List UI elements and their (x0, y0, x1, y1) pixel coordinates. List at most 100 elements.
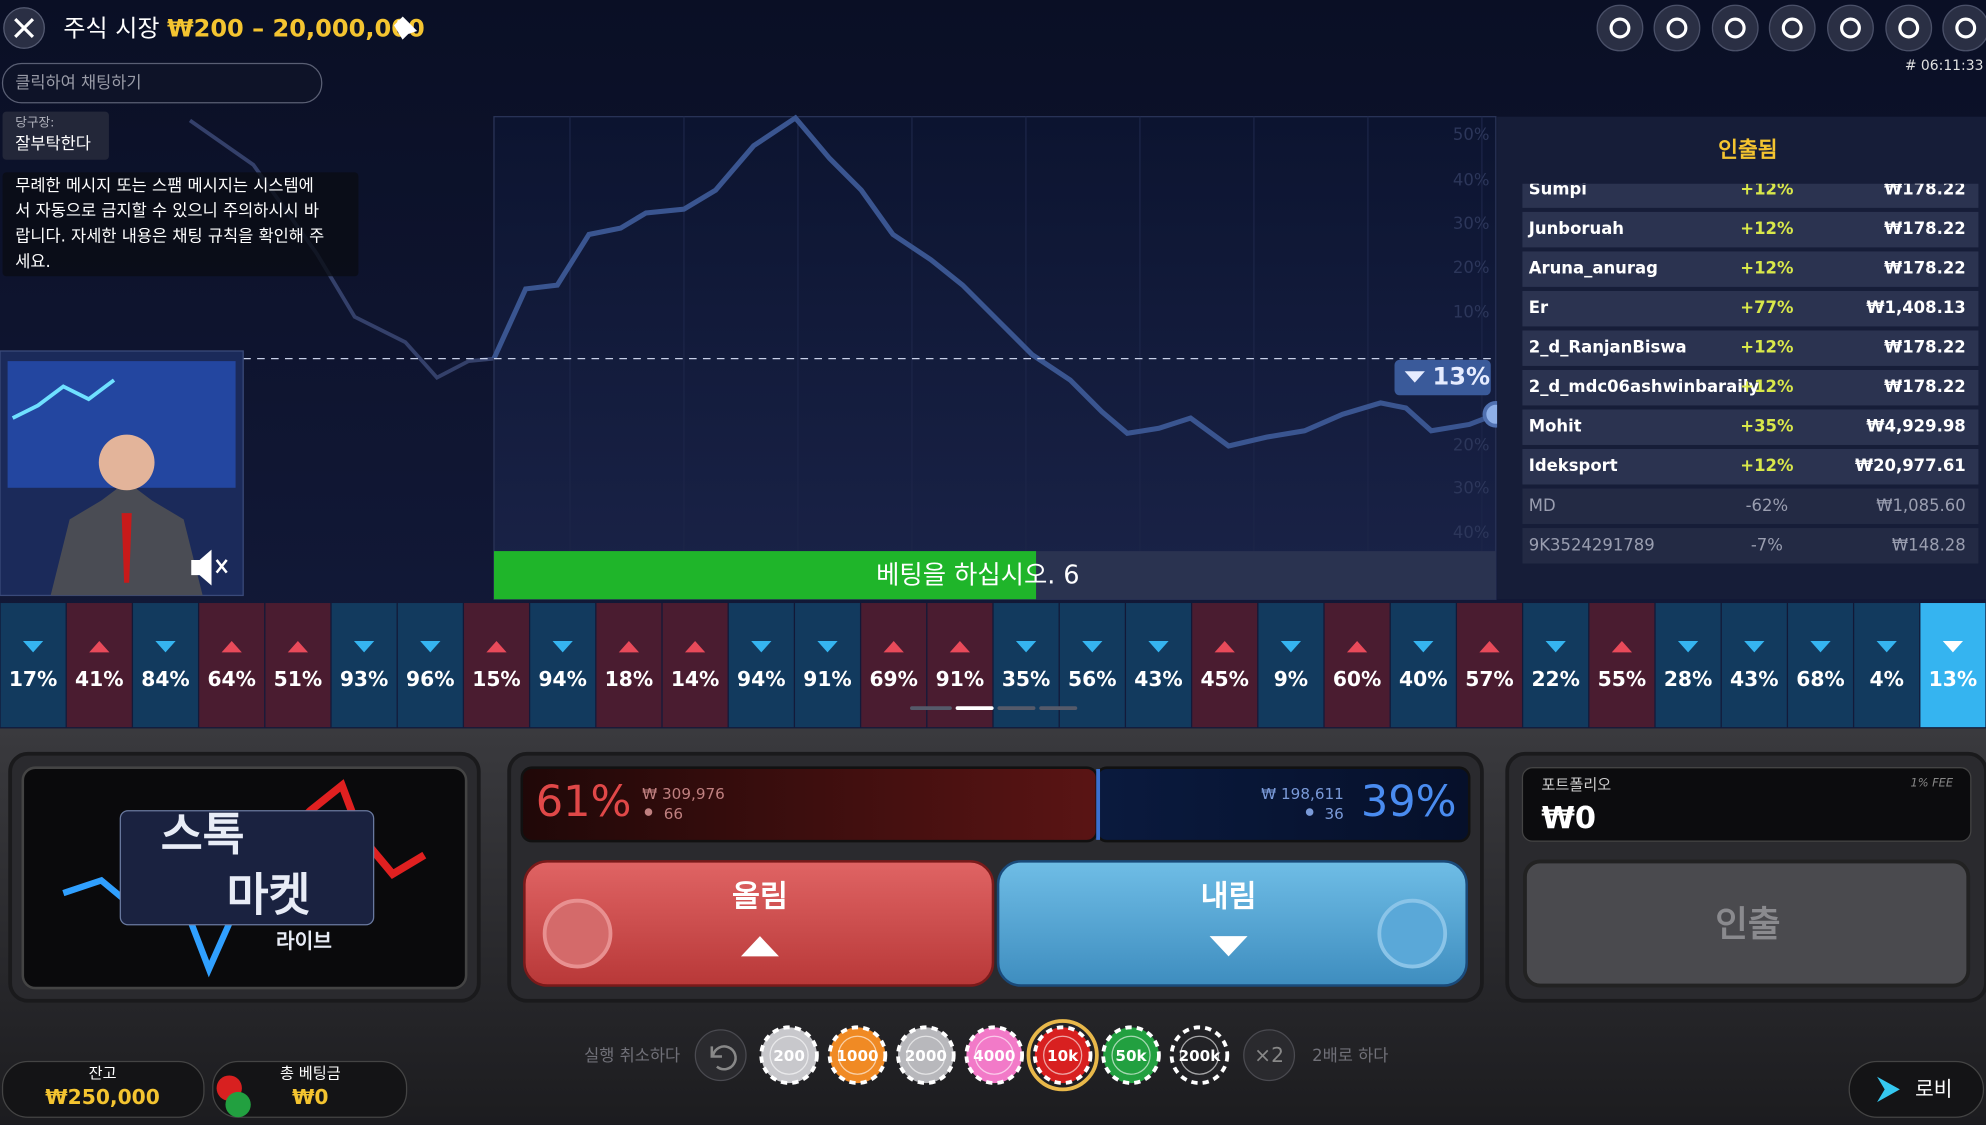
history-value: 60% (1333, 667, 1381, 691)
player-change: +77% (1740, 298, 1793, 317)
history-cell (1788, 603, 1853, 728)
history-value: 22% (1531, 667, 1579, 691)
history-cell (66, 603, 132, 728)
history-value: 43% (1730, 667, 1778, 691)
up-arrow (1611, 641, 1633, 653)
chip-center (906, 1035, 946, 1075)
withdrawn-row (1522, 528, 1979, 564)
toolbar-icon (1955, 17, 1977, 39)
down-players: 36 (1325, 805, 1344, 823)
history-value: 55% (1598, 667, 1646, 691)
history-cell (1324, 603, 1390, 728)
pin-icon[interactable] (393, 16, 418, 40)
history-value: 91% (936, 667, 984, 691)
up-arrow (618, 641, 640, 653)
down-arrow (1810, 641, 1831, 653)
toolbar-button[interactable] (1768, 4, 1816, 52)
down-arrow (751, 641, 772, 653)
axis-label: 50% (1453, 125, 1490, 144)
chip-center (769, 1035, 809, 1075)
player-change: +12% (1740, 219, 1793, 238)
toolbar-button[interactable] (1711, 4, 1759, 52)
player-name: Ideksport (1529, 456, 1618, 475)
chip-label: 200k (1179, 1047, 1222, 1065)
toolbar-icon (1666, 17, 1688, 39)
up-arrow (949, 641, 971, 653)
axis-label: 30% (1453, 214, 1490, 233)
chip-center (974, 1035, 1014, 1075)
player-change: +12% (1740, 377, 1793, 396)
lobby-button[interactable] (1848, 1060, 1985, 1118)
player-name: 2_d_RanjanBiswa (1529, 338, 1687, 357)
double-label: 2배로 하다 (1312, 1046, 1388, 1065)
up-arrow (221, 641, 242, 653)
undo-button[interactable] (694, 1029, 747, 1082)
up-label: 올림 (732, 880, 788, 915)
withdrawn-title: 인출됨 (1718, 138, 1777, 163)
toolbar-button[interactable] (1596, 4, 1644, 52)
chip-label: 50k (1115, 1047, 1147, 1065)
cashout-button[interactable] (1523, 859, 1971, 988)
history-cell (1721, 603, 1787, 728)
up-button[interactable] (523, 860, 995, 987)
history-value: 17% (9, 667, 57, 691)
history-value: 69% (869, 667, 917, 691)
countdown: 베팅을 하십시오. 6 (876, 559, 1079, 589)
axis-label: 40% (1453, 523, 1490, 542)
down-arrow (1015, 641, 1037, 653)
player-amount: ₩178.22 (1884, 180, 1966, 199)
history-cell (265, 603, 331, 728)
history-cell (0, 603, 66, 728)
close-icon (14, 18, 35, 38)
player-change: +12% (1740, 180, 1793, 199)
history-cell (662, 603, 728, 728)
history-value: 45% (1200, 667, 1248, 691)
history-value: 93% (340, 667, 388, 691)
down-arrow (22, 641, 44, 653)
down-label: 내림 (1201, 880, 1257, 915)
withdrawn-row (1522, 449, 1979, 485)
toolbar-button[interactable] (1653, 4, 1701, 52)
player-name: Junboruah (1528, 219, 1624, 238)
history-cell (596, 603, 662, 728)
down-arrow (552, 641, 573, 653)
chat-input[interactable] (1, 62, 323, 104)
down-arrow (1148, 641, 1169, 653)
withdrawn-row (1522, 251, 1979, 287)
chat-placeholder: 클릭하여 채팅하기 (15, 73, 141, 92)
toolbar-button[interactable] (1885, 4, 1933, 52)
toolbar-button[interactable] (1827, 4, 1874, 52)
history-value: 13% (1929, 667, 1977, 691)
title: 주식 시장 ₩200 – 20,000,000 (63, 14, 424, 42)
history-value: 41% (75, 667, 123, 691)
withdrawn-row (1522, 369, 1979, 406)
cashout-label: 인출 (1715, 904, 1780, 945)
player-amount: ₩20,977.61 (1855, 456, 1966, 475)
history-value: 68% (1796, 667, 1844, 691)
chat-user: 당구장: (15, 114, 54, 129)
up-arrow (486, 641, 507, 653)
double-button[interactable] (1243, 1029, 1296, 1082)
mute-icon[interactable] (191, 549, 228, 586)
axis-label: 10% (1453, 302, 1490, 321)
total-bet-chip (225, 1091, 251, 1118)
lobby-label: 로비 (1915, 1077, 1952, 1101)
chip-label: 10k (1047, 1047, 1079, 1065)
down-arrow (1545, 641, 1566, 653)
history-cell (1920, 603, 1986, 728)
player-change: +35% (1740, 417, 1793, 436)
down-arrow (353, 641, 375, 653)
player-amount: ₩178.22 (1884, 377, 1966, 396)
history-value: 40% (1399, 667, 1447, 691)
history-cell (1523, 603, 1589, 728)
history-cell (331, 603, 397, 728)
toolbar-icon (1609, 17, 1631, 39)
toolbar-button[interactable] (1942, 4, 1986, 52)
chat-text: 잘부탁한다 (15, 134, 91, 153)
down-arrow (155, 641, 176, 653)
up-arrow (684, 641, 706, 653)
down-button[interactable] (996, 860, 1468, 987)
portfolio-title: 포트폴리오 (1541, 776, 1611, 794)
toolbar-icon (1898, 17, 1920, 39)
history-value: 18% (605, 667, 653, 691)
